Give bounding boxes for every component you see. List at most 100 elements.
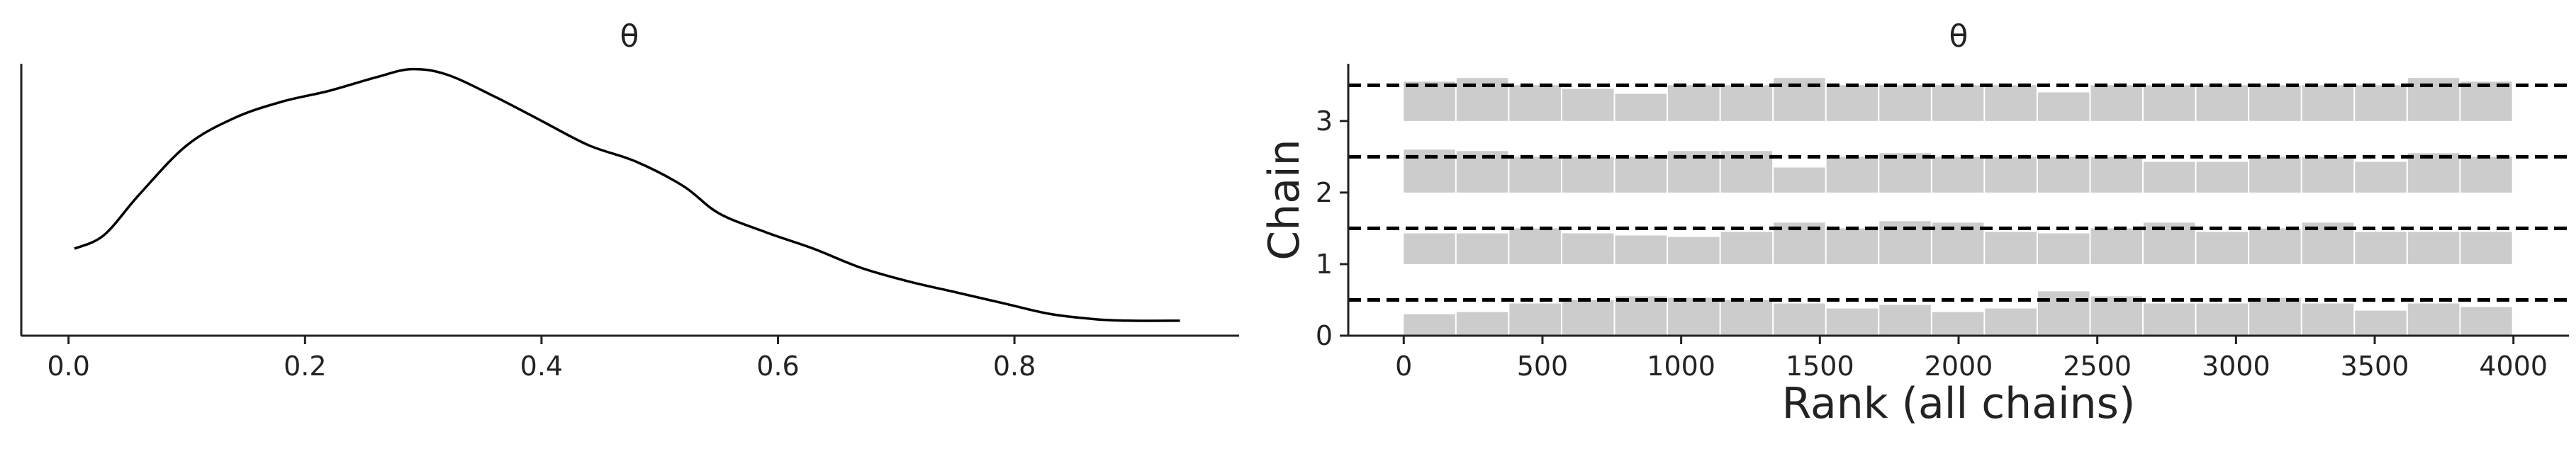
kde-title: θ — [620, 18, 639, 55]
rank-bar — [1985, 157, 2037, 193]
rank-bar — [2090, 157, 2143, 193]
rank-bar — [2196, 161, 2249, 193]
rank-bar — [1932, 312, 1984, 336]
rank-bar — [2037, 157, 2090, 193]
rank-y-tick-label: 0 — [1316, 320, 1333, 351]
rank-y-axis-label: Chain — [1260, 139, 1309, 260]
rank-bar — [2355, 232, 2407, 264]
rank-bar — [1562, 300, 1614, 336]
rank-bar — [2302, 85, 2354, 121]
rank-bar — [1826, 157, 1878, 193]
rank-reference-lines — [1348, 83, 2569, 302]
rank-bar — [2196, 232, 2249, 264]
rank-bar — [1879, 153, 1931, 193]
rank-bar — [2090, 296, 2143, 336]
rank-bar — [1668, 297, 1720, 336]
rank-bar — [1562, 157, 1614, 193]
rank-bar — [2037, 92, 2090, 121]
rank-bar — [2037, 291, 2090, 336]
rank-y-tick-label: 2 — [1316, 177, 1333, 208]
rank-x-tick-label: 3500 — [2341, 351, 2409, 382]
rank-bar — [1826, 228, 1878, 264]
rank-bar — [2144, 303, 2195, 336]
rank-bar — [1562, 89, 1614, 121]
rank-x-tick-label: 1500 — [1786, 351, 1854, 382]
rank-bar — [1562, 233, 1614, 264]
kde-x-tick-label: 0.2 — [284, 351, 326, 382]
rank-bar — [1404, 81, 1455, 121]
rank-bar — [1668, 85, 1720, 121]
rank-bar — [1509, 157, 1561, 193]
rank-bar — [2249, 157, 2301, 193]
rank-bar — [2249, 297, 2301, 336]
kde-panel: θ 0.0 0.2 0.4 0.6 0.8 — [20, 18, 1239, 382]
kde-x-ticks: 0.0 0.2 0.4 0.6 0.8 — [47, 336, 1036, 382]
rank-bar — [1509, 228, 1561, 264]
rank-bar — [2460, 307, 2512, 336]
rank-bar — [1456, 312, 1508, 336]
rank-x-tick-label: 2500 — [2063, 351, 2132, 382]
rank-title: θ — [1949, 18, 1969, 55]
rank-x-tick-label: 1000 — [1647, 351, 1715, 382]
rank-bar — [2144, 161, 2195, 193]
rank-bar — [1615, 93, 1667, 121]
rank-bar — [1985, 85, 2037, 121]
rank-bar — [1985, 308, 2037, 336]
rank-bar — [1720, 300, 1773, 336]
rank-bar — [1826, 308, 1878, 336]
rank-bar — [2355, 161, 2407, 193]
rank-bar — [2196, 85, 2249, 121]
rank-x-tick-label: 3000 — [2202, 351, 2270, 382]
rank-bar — [2144, 85, 2195, 121]
rank-bar — [1615, 157, 1667, 193]
rank-panel: θ 0 500 1000 1500 2000 2500 3000 3500 4000 0123 … — [1260, 18, 2569, 428]
rank-bar — [1404, 314, 1455, 336]
rank-bar — [1668, 237, 1720, 264]
rank-bar — [2407, 232, 2460, 264]
rank-bar — [2196, 303, 2249, 336]
rank-bar — [1879, 85, 1931, 121]
rank-bar — [1615, 235, 1667, 264]
rank-bar — [1932, 222, 1984, 264]
rank-bar — [1985, 232, 2037, 264]
kde-x-tick-label: 0.4 — [520, 351, 563, 382]
rank-x-axis-label: Rank (all chains) — [1782, 379, 2136, 428]
rank-bar — [2037, 233, 2090, 264]
rank-bar — [1879, 305, 1931, 336]
rank-bar — [2249, 228, 2301, 264]
rank-bar — [1774, 167, 1825, 193]
rank-bars — [1404, 78, 2512, 336]
rank-bar — [1932, 157, 1984, 193]
rank-bar — [1509, 85, 1561, 121]
rank-x-tick-label: 4000 — [2479, 351, 2548, 382]
kde-density-line — [74, 67, 1180, 322]
rank-bar — [1720, 85, 1773, 121]
rank-y-tick-label: 3 — [1316, 106, 1333, 137]
rank-bar — [2355, 310, 2407, 336]
rank-bar — [2460, 232, 2512, 264]
rank-bar — [2407, 153, 2460, 193]
rank-y-tick-label: 1 — [1316, 249, 1333, 280]
rank-bar — [1404, 233, 1455, 264]
rank-bar — [2355, 85, 2407, 121]
rank-bar — [1826, 85, 1878, 121]
rank-bar — [2090, 85, 2143, 121]
rank-x-tick-label: 2000 — [1925, 351, 1993, 382]
kde-x-tick-label: 0.6 — [756, 351, 799, 382]
rank-bar — [2302, 303, 2354, 336]
rank-y-ticks: 0 1 2 3 — [1316, 106, 1348, 351]
rank-x-tick-label: 0 — [1395, 351, 1412, 382]
rank-bar — [2144, 222, 2195, 264]
rank-bar — [2249, 85, 2301, 121]
rank-bar — [1509, 303, 1561, 336]
rank-bar — [1774, 303, 1825, 336]
rank-bar — [1932, 85, 1984, 121]
kde-x-tick-label: 0.8 — [993, 351, 1036, 382]
rank-x-ticks: 0 500 1000 1500 2000 2500 3000 3500 4000 — [1395, 336, 2548, 382]
rank-bar — [2090, 228, 2143, 264]
rank-bar — [2460, 157, 2512, 193]
rank-x-tick-label: 500 — [1517, 351, 1569, 382]
rank-bar — [1615, 296, 1667, 336]
kde-x-tick-label: 0.0 — [47, 351, 89, 382]
